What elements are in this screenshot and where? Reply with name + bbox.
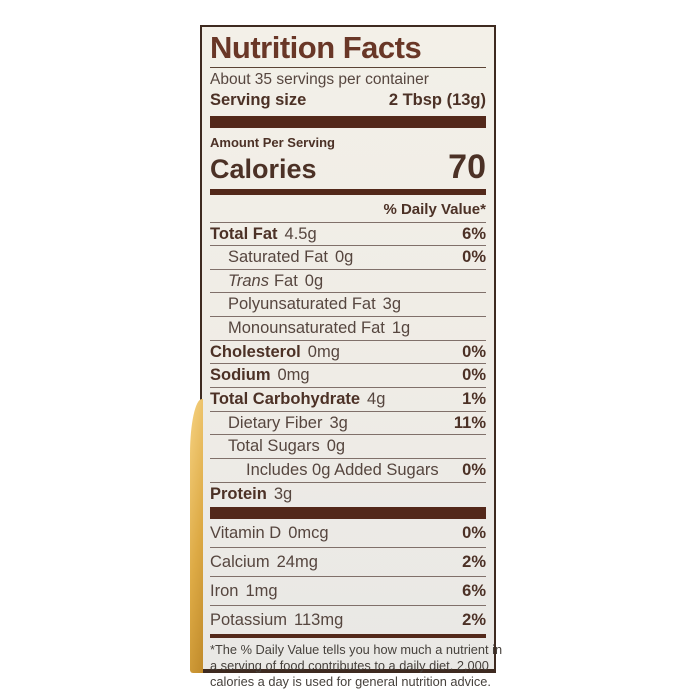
nutrient-name-group: Total Fat 4.5g — [210, 224, 317, 244]
section-bar-vitamins — [210, 507, 486, 520]
nutrient-name: Cholesterol — [210, 342, 301, 361]
vitamin-row-potassium: Potassium 113mg 2% — [210, 605, 486, 634]
serving-size-row: Serving size 2 Tbsp (13g) — [210, 90, 486, 116]
nutrition-facts-label: Nutrition Facts About 35 servings per co… — [190, 25, 502, 689]
nutrient-dv: 0% — [462, 460, 486, 479]
nutrient-name: Polyunsaturated Fat — [228, 295, 376, 314]
nutrient-row-monounsaturated-fat: Monounsaturated Fat 1g — [210, 316, 486, 340]
nutrient-amount: 4.5g — [284, 224, 317, 243]
nutrient-name: Fat — [273, 271, 298, 290]
daily-value-footnote: *The % Daily Value tells you how much a … — [210, 638, 503, 690]
nutrient-row-saturated-fat: Saturated Fat 0g 0% — [210, 245, 486, 269]
nutrient-name-group: Monounsaturated Fat 1g — [228, 319, 411, 338]
daily-value-header: % Daily Value* — [383, 200, 486, 218]
vitamin-amount: 24mg — [276, 553, 318, 572]
nutrient-dv: 0% — [462, 248, 486, 267]
nutrient-row-total-sugars: Total Sugars 0g — [210, 434, 486, 458]
calories-label: Calories — [210, 154, 317, 185]
nutrient-name-italic: Trans — [228, 271, 269, 290]
vitamin-dv: 6% — [462, 582, 486, 601]
nutrient-name-group: Total Sugars 0g — [228, 438, 345, 456]
vitamin-name-group: Vitamin D 0mcg — [210, 524, 329, 543]
nutrient-name-group: Includes 0g Added Sugars — [246, 460, 439, 480]
nutrient-name-group: Protein 3g — [210, 484, 293, 504]
servings-per-container: About 35 servings per container — [210, 71, 429, 89]
vitamin-name: Potassium — [210, 611, 288, 630]
serving-size-label: Serving size — [210, 91, 307, 110]
vitamin-row-iron: Iron 1mg 6% — [210, 576, 486, 605]
nutrient-name: Sodium — [210, 366, 271, 385]
nutrient-row-polyunsaturated-fat: Polyunsaturated Fat 3g — [210, 292, 486, 316]
calories-row: Calories 70 — [210, 150, 486, 188]
nutrient-name-group: Dietary Fiber 3g — [228, 413, 348, 433]
nutrient-name-group: Cholesterol 0mg — [210, 342, 340, 362]
package-edge-strip — [190, 399, 203, 673]
nutrient-amount: 4g — [367, 390, 386, 408]
vitamin-name-group: Iron 1mg — [210, 582, 278, 601]
nutrient-name-group: Sodium 0mg — [210, 367, 310, 385]
nutrient-name: Saturated Fat — [228, 248, 328, 267]
vitamin-row-vitamin-d: Vitamin D 0mcg 0% — [210, 519, 486, 547]
vitamin-amount: 1mg — [245, 582, 278, 601]
nutrient-row-total-fat: Total Fat 4.5g 6% — [210, 221, 486, 246]
nutrient-dv: 1% — [462, 390, 486, 408]
nutrient-name: Total Fat — [210, 224, 278, 243]
vitamin-row-calcium: Calcium 24mg 2% — [210, 547, 486, 576]
nutrient-amount: 3g — [382, 295, 402, 314]
nutrient-name: Total Carbohydrate — [210, 390, 361, 408]
nutrient-name-group: Trans Fat 0g — [228, 271, 324, 291]
nutrient-amount: 0g — [304, 271, 324, 290]
nutrient-row-dietary-fiber: Dietary Fiber 3g 11% — [210, 410, 486, 435]
nutrient-row-sodium: Sodium 0mg 0% — [210, 363, 486, 387]
nutrient-name: Monounsaturated Fat — [228, 319, 385, 338]
nutrient-amount: 1g — [391, 319, 411, 338]
vitamin-dv: 2% — [462, 553, 486, 572]
nutrient-name: Total Sugars — [228, 437, 320, 456]
nutrient-amount: 3g — [273, 484, 293, 503]
label-title: Nutrition Facts — [210, 30, 422, 65]
vitamin-amount: 113mg — [294, 611, 344, 630]
nutrient-row-added-sugars: Includes 0g Added Sugars 0% — [210, 457, 486, 482]
nutrient-amount: 0mg — [277, 366, 310, 385]
footnote-line: calories a day is used for general nutri… — [210, 674, 491, 690]
nutrient-amount: 0g — [326, 437, 346, 456]
nutrient-row-protein: Protein 3g — [210, 481, 486, 506]
nutrient-amount: 0mg — [307, 342, 340, 361]
serving-size-value: 2 Tbsp (13g) — [388, 91, 486, 110]
vitamin-name: Calcium — [210, 553, 270, 572]
nutrient-row-total-carbohydrate: Total Carbohydrate 4g 1% — [210, 387, 486, 411]
nutrient-name-group: Total Carbohydrate 4g — [210, 390, 386, 409]
footnote-divider-bar — [210, 634, 486, 639]
nutrient-dv: 0% — [462, 342, 486, 361]
nutrient-name: Includes 0g Added Sugars — [246, 460, 439, 479]
nutrient-name: Protein — [210, 484, 267, 503]
amount-per-serving-label: Amount Per Serving — [210, 135, 335, 151]
vitamin-dv: 2% — [462, 611, 486, 630]
nutrient-row-trans-fat: Trans Fat 0g — [210, 268, 486, 293]
vitamin-name-group: Calcium 24mg — [210, 553, 318, 572]
footnote-line: *The % Daily Value tells you how much a … — [210, 642, 503, 658]
nutrient-dv: 11% — [453, 413, 486, 432]
vitamin-amount: 0mcg — [288, 524, 329, 543]
vitamin-name-group: Potassium 113mg — [210, 611, 343, 630]
title-divider — [210, 67, 486, 69]
nutrient-row-cholesterol: Cholesterol 0mg 0% — [210, 339, 486, 364]
vitamin-name: Iron — [210, 582, 239, 601]
nutrient-name: Dietary Fiber — [228, 413, 323, 432]
nutrient-name-group: Polyunsaturated Fat 3g — [228, 296, 401, 314]
vitamin-name: Vitamin D — [210, 524, 282, 543]
section-bar-top — [210, 116, 486, 129]
calories-value: 70 — [448, 148, 486, 187]
nutrient-dv: 6% — [462, 224, 486, 243]
nutrient-amount: 3g — [329, 413, 348, 432]
nutrient-dv: 0% — [462, 366, 486, 385]
nutrient-name-group: Saturated Fat 0g — [228, 249, 353, 267]
vitamin-dv: 0% — [462, 524, 486, 543]
footnote-line: a serving of food contributes to a daily… — [210, 658, 489, 674]
nutrient-amount: 0g — [334, 248, 354, 267]
calories-divider-bar — [210, 188, 486, 195]
